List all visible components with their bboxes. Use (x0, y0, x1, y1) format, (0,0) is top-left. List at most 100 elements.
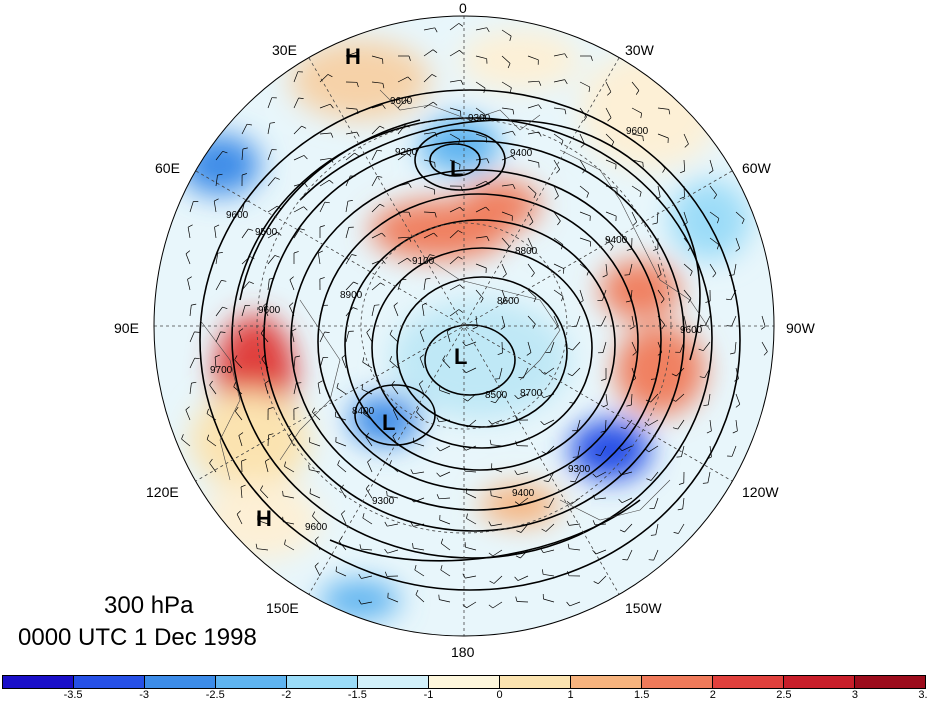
wind-barb (181, 438, 191, 447)
wind-barb (543, 573, 555, 577)
wind-barb (449, 256, 459, 265)
wind-barb (260, 333, 269, 343)
wind-barb (579, 263, 589, 271)
wind-barb-flag (222, 306, 228, 310)
wind-barb (345, 254, 352, 265)
wind-barb (360, 548, 373, 551)
wind-barb-flag (408, 237, 412, 242)
wind-barb-flag (472, 326, 478, 330)
wind-barb (371, 150, 378, 161)
wind-barb (464, 470, 477, 473)
wind-barb (475, 133, 487, 138)
wind-barb-flag (726, 325, 732, 327)
wind-barb-flag (538, 131, 542, 137)
wind-barb (683, 263, 693, 272)
wind-barb (371, 125, 380, 135)
wind-barb-flag (405, 99, 411, 103)
wind-barb (657, 289, 665, 300)
wind-barb (517, 575, 529, 581)
wind-barb (335, 416, 347, 421)
wind-barb-flag (309, 488, 311, 494)
colorbar-swatch (642, 676, 713, 688)
wind-barb (516, 601, 529, 603)
wind-barb-flag (540, 420, 545, 426)
wind-barb-flag (465, 488, 468, 494)
wind-barb (289, 305, 295, 317)
lon-180: 180 (451, 644, 475, 660)
wind-barb (389, 360, 399, 369)
wind-barb-flag (185, 406, 190, 411)
wind-barb-flag (457, 230, 463, 234)
wind-barb (257, 520, 269, 525)
wind-barb (214, 356, 217, 369)
wind-barb (631, 211, 638, 223)
wind-barb (319, 74, 329, 83)
wind-barb (527, 289, 537, 298)
wind-barb-flag (566, 601, 570, 607)
wind-barb (267, 231, 278, 239)
lon-60e: 60E (155, 160, 180, 176)
wind-barb-flag (679, 170, 685, 174)
wind-barb-flag (303, 206, 308, 211)
wind-barb-flag (458, 23, 464, 27)
wind-barb (309, 441, 321, 447)
wind-barb (206, 413, 217, 421)
wind-barb-flag (543, 480, 549, 482)
wind-barb-flag (538, 81, 542, 86)
wind-barb (319, 357, 324, 369)
colorbar-swatch (713, 676, 784, 688)
wind-barb (341, 513, 347, 525)
wind-barb (233, 386, 243, 395)
wind-barb (553, 211, 561, 222)
wind-barb-flag (324, 331, 330, 333)
wind-barb (678, 523, 685, 534)
wind-barb-flag (299, 228, 305, 231)
high-pacific: H (256, 506, 272, 531)
wind-barb-flag (209, 380, 213, 386)
wind-barb-flag (541, 451, 547, 455)
wind-barb (423, 131, 435, 135)
wind-barb-flag (312, 511, 316, 517)
wind-barb-flag (267, 407, 274, 410)
wind-barb (449, 79, 461, 83)
wind-barb (367, 461, 373, 473)
wind-barb (465, 575, 477, 579)
wind-barb-flag (356, 52, 360, 57)
contour-label: 9300 (468, 113, 491, 124)
contour-label: 9100 (412, 256, 435, 267)
wind-barb (576, 419, 581, 431)
wind-barb (709, 237, 720, 245)
wind-barb-flag (263, 302, 268, 307)
wind-barb-flag (194, 331, 200, 333)
wind-barb (423, 185, 435, 190)
wind-barb (501, 130, 513, 135)
wind-barb-flag (419, 380, 424, 385)
wind-barb (517, 471, 529, 476)
wind-barb (465, 445, 477, 451)
wind-barb-flag (567, 570, 570, 576)
wind-barb (340, 488, 347, 499)
wind-barb-flag (616, 188, 618, 194)
wind-barb-flag (595, 454, 601, 456)
wind-barb-flag (317, 380, 323, 384)
wind-barb-flag (392, 432, 397, 437)
wind-barb (629, 263, 633, 275)
wind-barb-flag (361, 384, 363, 390)
wind-barb (337, 464, 347, 473)
wind-barb-flag (374, 304, 380, 306)
wind-barb (465, 367, 477, 374)
wind-barb-flag (293, 251, 299, 254)
wind-barb-flag (514, 395, 519, 400)
wind-barb (569, 548, 581, 551)
wind-barb-flag (324, 201, 330, 204)
wind-barb-flag (650, 534, 656, 536)
wind-barb-flag (644, 421, 649, 426)
wind-barb-flag (462, 341, 466, 347)
wind-barb (631, 185, 642, 193)
wind-barb (707, 471, 711, 483)
wind-barb-flag (500, 326, 506, 330)
wind-barb (631, 159, 643, 163)
wind-barb-flag (700, 324, 706, 327)
wind-barb-flag (705, 300, 711, 303)
contour-label: 9400 (512, 488, 535, 499)
